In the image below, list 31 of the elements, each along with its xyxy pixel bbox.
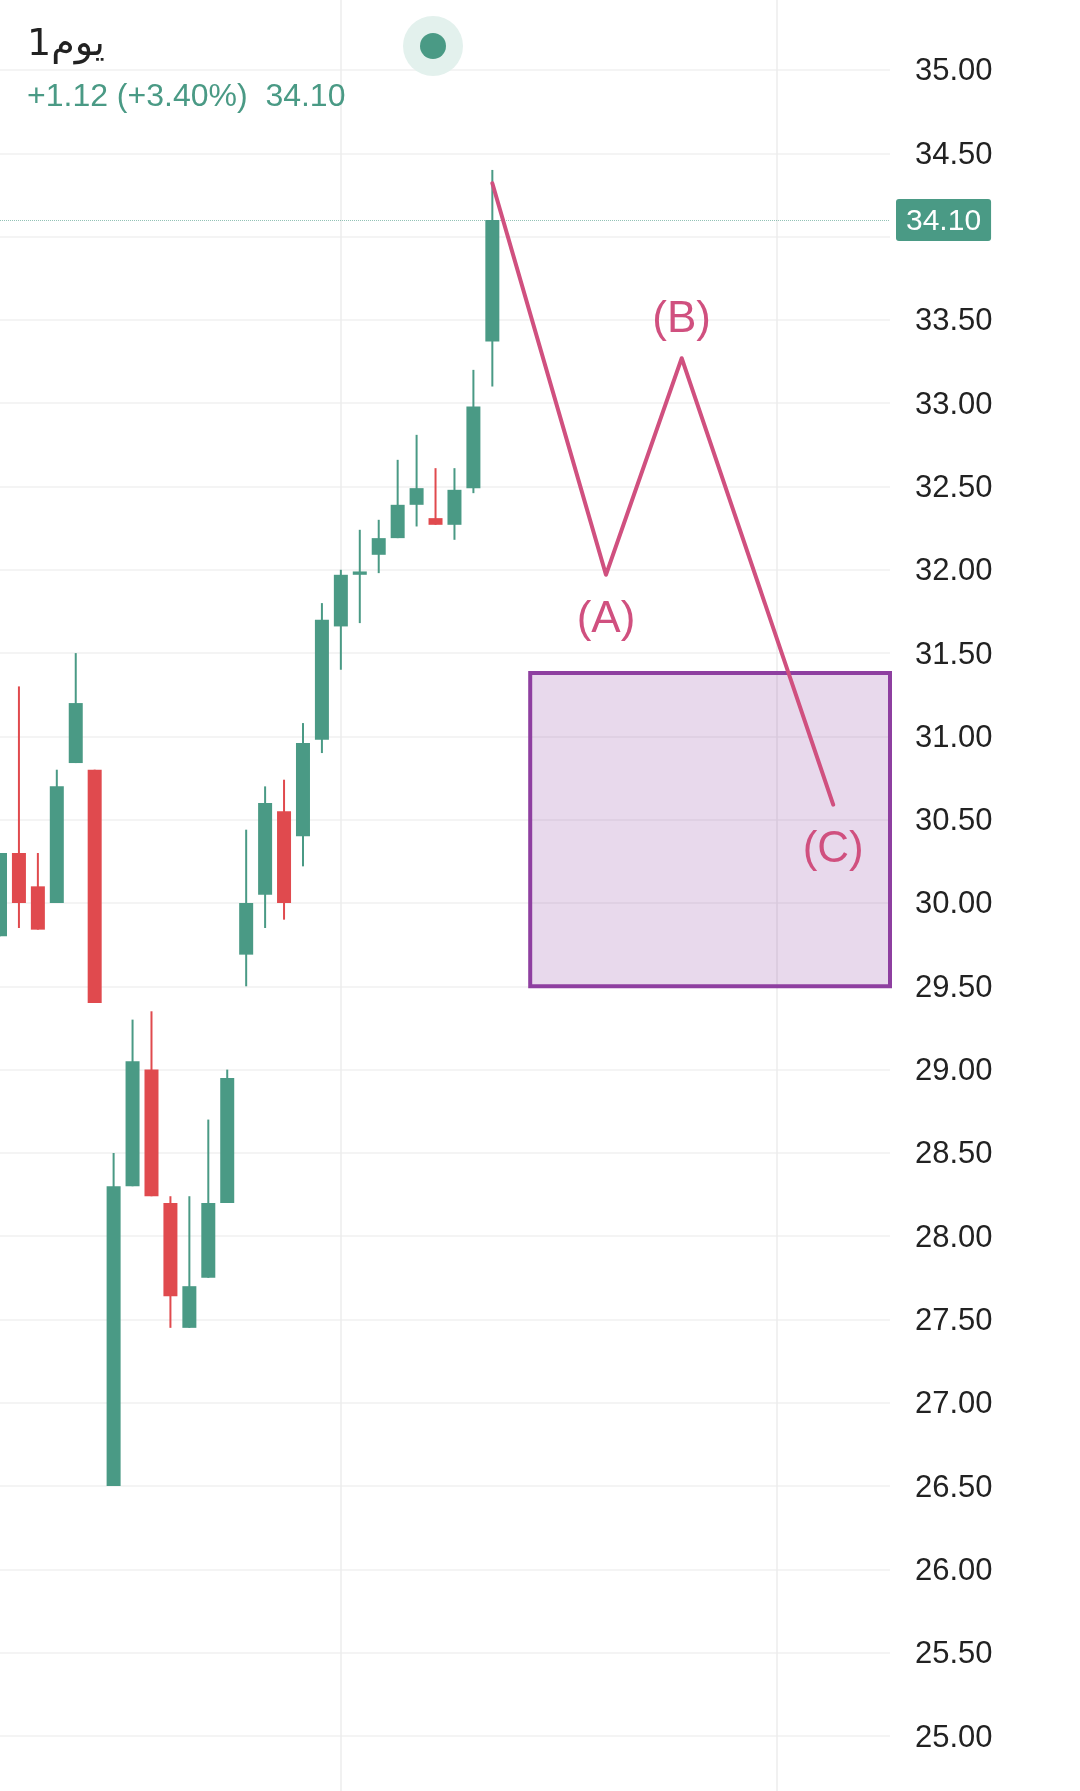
y-tick-label: 28.50 [915, 1135, 993, 1171]
y-tick-label: 33.00 [915, 385, 993, 421]
y-tick-label: 25.50 [915, 1635, 993, 1671]
ref-line-label: 34.10 [906, 203, 982, 237]
data-label: (A) [576, 592, 636, 642]
y-tick-label: 32.00 [915, 552, 993, 588]
y-tick-label: 35.00 [915, 52, 993, 88]
y-tick-label: 26.50 [915, 1468, 993, 1504]
y-tick-label: 30.50 [915, 802, 993, 838]
y-tick-label: 33.50 [915, 302, 993, 338]
candlestick [352, 528, 367, 625]
text: +1.12 (+3.40%) 34.10 [27, 77, 346, 113]
candlestick [371, 518, 386, 575]
y-tick-label: 27.00 [915, 1385, 993, 1421]
text: 1يوم [27, 20, 105, 65]
candlestick [409, 433, 424, 528]
y-tick-label: 25.00 [915, 1718, 993, 1754]
y-tick-label: 31.50 [915, 635, 993, 671]
y-tick-label: 26.00 [915, 1551, 993, 1587]
y-tick-label: 29.50 [915, 968, 993, 1004]
y-tick-label: 28.00 [915, 1218, 993, 1254]
data-label: (C) [802, 822, 864, 872]
line-series [490, 181, 836, 807]
y-tick-label: 31.00 [915, 718, 993, 754]
y-tick-label: 32.50 [915, 468, 993, 504]
y-tick-label: 34.50 [915, 135, 993, 171]
candlestick [428, 467, 443, 526]
y-tick-label: 27.50 [915, 1302, 993, 1338]
y-tick-label: 29.00 [915, 1052, 993, 1088]
data-label: (B) [652, 291, 712, 341]
y-tick-label: 30.00 [915, 885, 993, 921]
